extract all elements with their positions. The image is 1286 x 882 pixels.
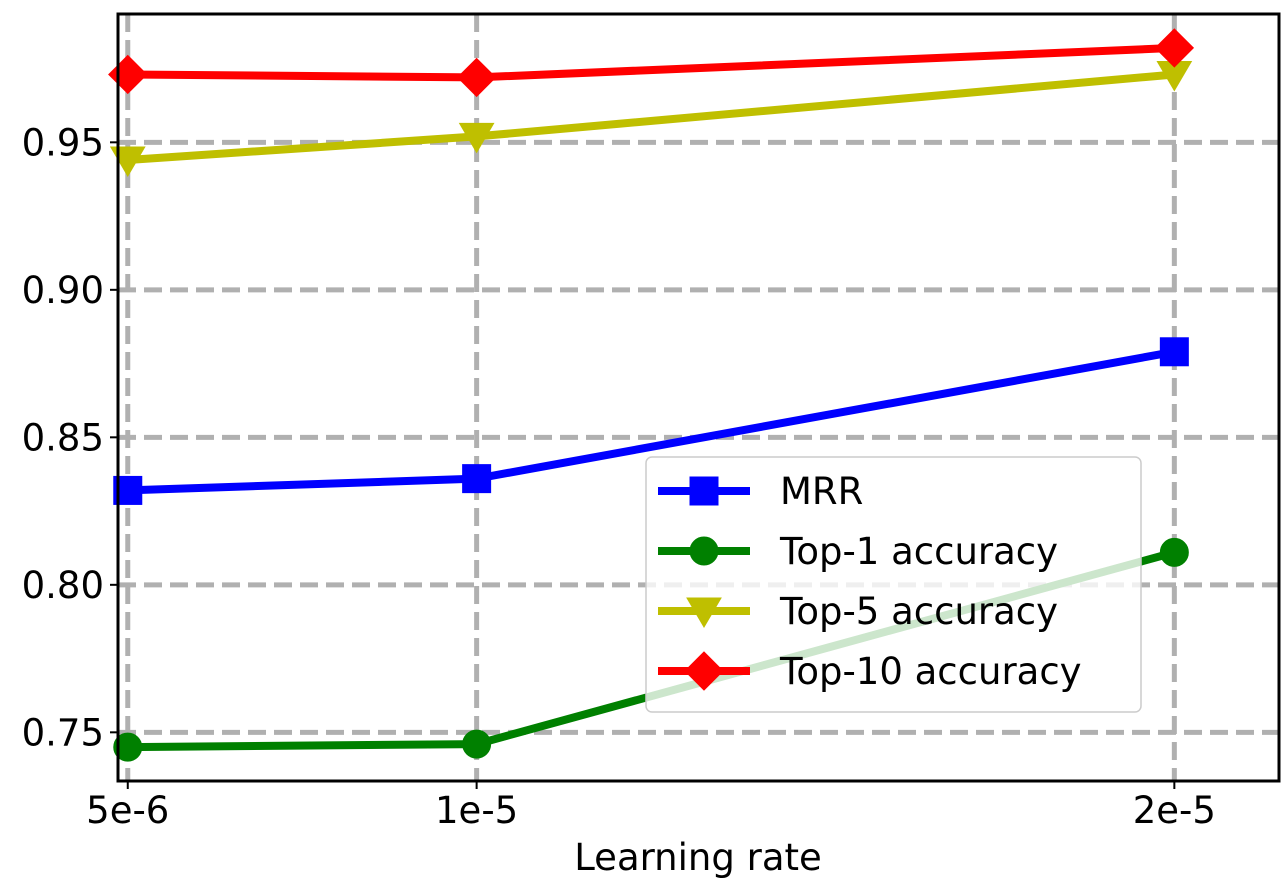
legend-item-mrr: MRR <box>658 470 863 513</box>
y-tick-label: 0.80 <box>22 564 104 607</box>
data-point-top-5-accuracy <box>458 122 495 154</box>
data-point-top-10-accuracy <box>1154 28 1195 68</box>
legend-item-top-1-accuracy: Top-1 accuracy <box>658 530 1058 573</box>
legend-label: MRR <box>780 470 863 513</box>
legend: MRR Top-1 accuracy Top-5 accuracy Top-10 ac… <box>645 456 1142 713</box>
legend-marker <box>686 597 722 628</box>
data-point-top-1-accuracy <box>462 729 492 759</box>
x-tick-label: 2e-5 <box>1133 789 1216 832</box>
y-tick-label: 0.95 <box>22 121 104 164</box>
x-tick-label: 1e-5 <box>435 789 518 832</box>
legend-item-top-10-accuracy: Top-10 accuracy <box>658 650 1082 693</box>
y-tick-label: 0.90 <box>22 269 104 312</box>
x-axis-title: Learning rate <box>574 836 822 879</box>
data-point-top-1-accuracy <box>113 732 143 762</box>
y-tick-label: 0.85 <box>22 416 104 459</box>
data-point-mrr <box>462 464 492 494</box>
series-top-10-accuracy <box>108 28 1195 98</box>
legend-item-top-5-accuracy: Top-5 accuracy <box>658 590 1058 633</box>
legend-marker <box>689 476 719 506</box>
y-tick-label: 0.75 <box>22 711 104 754</box>
legend-marker <box>684 651 724 691</box>
x-tick-label: 5e-6 <box>86 789 169 832</box>
legend-box <box>645 456 1142 713</box>
legend-marker <box>689 536 719 566</box>
axis-ticks: 0.75 0.80 0.85 0.90 0.95 5e-6 1e-5 2e-5 <box>22 121 1216 832</box>
legend-label: Top-10 accuracy <box>779 650 1082 693</box>
plot-frame <box>116 12 1281 783</box>
data-point-top-1-accuracy <box>1159 537 1189 567</box>
legend-label: Top-5 accuracy <box>779 590 1058 633</box>
data-point-mrr <box>1159 337 1189 367</box>
legend-label: Top-1 accuracy <box>779 530 1058 573</box>
series-top-5-accuracy <box>109 60 1193 178</box>
series-group <box>108 28 1195 762</box>
data-point-top-10-accuracy <box>456 57 497 98</box>
